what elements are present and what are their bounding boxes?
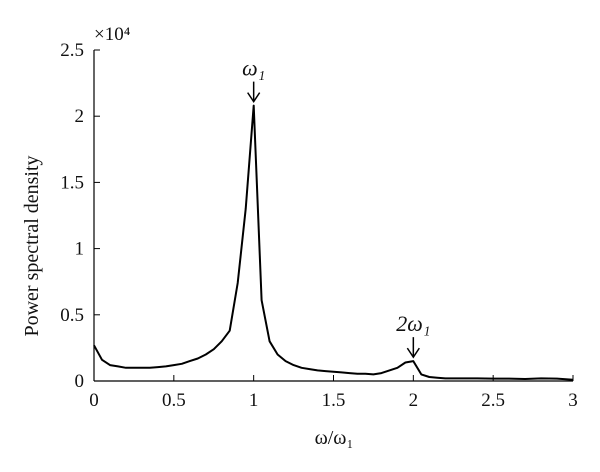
y-tick-label: 0: [75, 371, 85, 392]
y-tick-label: 0.5: [60, 305, 84, 326]
x-tick-label: 1: [249, 390, 259, 411]
y-tick-label: 1: [75, 239, 85, 260]
annotations: ω₁ 2ω₁: [242, 56, 430, 359]
x-tick-label: 1.5: [322, 390, 346, 411]
y-multiplier-label: ×10⁴: [94, 24, 131, 45]
y-axis-label: Power spectral density: [21, 155, 43, 336]
axes: 0 0.5 1 1.5 2 2.5 3 0 0.5 1 1.5 2 2.5: [60, 40, 578, 411]
annotation-label: 2ω₁: [396, 311, 430, 336]
x-tick-label: 0.5: [162, 390, 186, 411]
x-tick-label: 3: [568, 390, 578, 411]
x-tick-label: 2.5: [481, 390, 505, 411]
series-layer: [93, 104, 574, 381]
annotation-arrow-head: [247, 92, 261, 103]
annotation-label: ω₁: [242, 56, 265, 81]
psd-line: [93, 104, 574, 381]
y-tick-label: 1.5: [60, 172, 84, 193]
x-tick-label: 0: [89, 390, 99, 411]
x-tick-label: 2: [409, 390, 419, 411]
x-axis-label: ω/ω₁: [315, 427, 354, 449]
annotation-arrow-head: [406, 347, 420, 359]
y-tick-label: 2.5: [60, 40, 84, 61]
y-tick-label: 2: [75, 106, 85, 127]
